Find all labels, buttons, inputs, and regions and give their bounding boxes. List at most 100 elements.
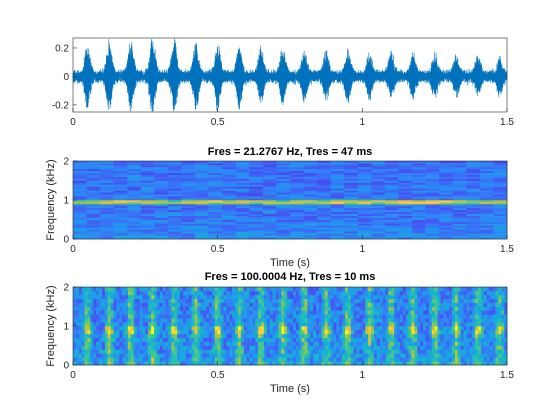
spectrogram-2-cell [425,326,430,331]
spectrogram-2-cell [307,298,311,303]
spectrogram-2-cell [466,329,470,335]
spectrogram-2-cell [290,287,294,292]
spectrogram-1-cell [317,174,332,177]
spectrogram-2-cell [171,314,175,319]
spectrogram-2-cell [417,302,421,307]
spectrogram-2-cell [278,298,282,303]
spectrogram-2-cell [388,294,392,300]
spectrogram-2-cell [359,287,363,292]
spectrogram-1-cell [452,235,467,238]
spectrogram-1-cell [235,215,250,218]
spectrogram-2-cell [75,318,80,323]
spectrogram-2-cell [194,361,198,366]
spectrogram-1-cell [276,190,291,193]
spectrogram-1-cell [290,219,304,222]
spectrogram-2-cell [84,290,88,296]
spectrogram-2-cell [452,341,456,346]
spectrogram-1-cell [425,176,440,179]
spectrogram-2-cell [208,341,213,346]
spectrogram-1-cell [154,188,169,191]
spectrogram-1-cell [425,174,440,177]
spectrogram-1-cell [384,229,399,232]
spectrogram-2-cell [180,287,184,292]
spectrogram-2-cell [99,341,103,346]
spectrogram-1-cell [100,162,115,166]
spectrogram-1-cell [235,190,250,193]
spectrogram-1-cell [466,207,481,211]
spectrogram-2-cell [200,314,204,319]
spectrogram-2-cell [298,287,302,292]
spectrogram-2-cell [301,310,305,315]
spectrogram-1-cell [100,223,115,226]
spectrogram-2-cell [492,287,496,292]
spectrogram-2-cell [272,302,276,307]
spectrogram-2-cell [191,322,195,327]
spectrogram-2-cell [188,361,192,366]
spectrogram-2-cell [292,333,297,339]
spectrogram-1-cell [181,164,196,168]
spectrogram-1-cell [303,178,318,181]
spectrogram-1-cell [208,233,223,236]
spectrogram-2-cell [307,333,311,339]
spectrogram-2-cell [284,298,288,303]
spectrogram-2-cell [156,337,161,342]
spectrogram-1-cell [384,161,399,164]
spectrogram-1-cell [493,182,508,185]
spectrogram-1-cell [479,174,494,177]
spectrogram-2-cell [101,287,106,292]
spectrogram-2-cell [449,322,453,327]
spectrogram-2-cell [275,353,279,358]
spectrogram-1-cell [276,164,291,168]
spectrogram-1-cell [73,164,87,168]
spectrogram-2-cell [159,357,164,362]
spectrogram-1-cell [466,172,481,175]
spectrogram-2-cell [463,337,467,342]
spectrogram-2-cell [154,349,158,354]
spectrogram-2-cell [266,326,271,331]
spectrogram-2-cell [469,314,473,319]
spectrogram-2-cell [307,322,311,327]
spectrogram-1-cell [276,221,291,224]
spectrogram-2-cell [368,314,372,319]
spectrogram-2-cell [203,298,207,303]
spectrogram-2-cell [255,337,259,342]
spectrogram-2-cell [191,290,195,296]
spectrogram-2-cell [211,341,216,346]
spectrogram-2-cell [321,361,326,366]
spectrogram-1-cell [452,162,467,166]
spectrogram-2-cell [359,326,363,331]
spectrogram-1-cell [330,170,345,174]
spectrogram-2-cell [223,314,227,319]
spectrogram-1-cell [398,213,413,216]
spectrogram-2-cell [214,318,219,323]
spectrogram-2-cell [373,326,378,331]
spectrogram-2-cell [73,294,77,300]
spectrogram-2-cell [397,322,401,327]
spectrogram-1-cell [425,233,440,236]
spectrogram-2-cell [197,310,201,315]
spectrogram-1-cell [357,186,372,189]
spectrogram-2-cell [434,349,438,354]
spectrogram-2-cell [437,349,441,354]
spectrogram-2-cell [330,337,334,342]
spectrogram-2-cell [460,302,464,307]
spectrogram-1-cell [249,166,264,170]
spectrogram-1-cell [290,205,304,209]
spectrogram-2-cell [284,357,288,362]
spectrogram-2-cell [278,353,282,358]
spectrogram-2-cell [501,349,505,354]
spectrogram-2-cell [492,290,496,296]
spectrogram-2-cell [443,329,447,335]
spectrogram-1-cell [262,196,277,199]
spectrogram-1-cell [140,201,155,205]
spectrogram-2-cell [486,326,490,331]
spectrogram-2-cell [318,287,323,292]
spectrogram-2-cell [307,357,311,362]
spectrogram-2-cell [480,357,485,362]
spectrogram-2-cell [154,302,158,307]
spectrogram-2-cell [454,302,459,307]
spectrogram-2-cell [217,341,221,346]
spectrogram-1-cell [73,178,87,181]
spectrogram-1-cell [113,200,128,203]
spectrogram-2-cell [339,329,343,335]
